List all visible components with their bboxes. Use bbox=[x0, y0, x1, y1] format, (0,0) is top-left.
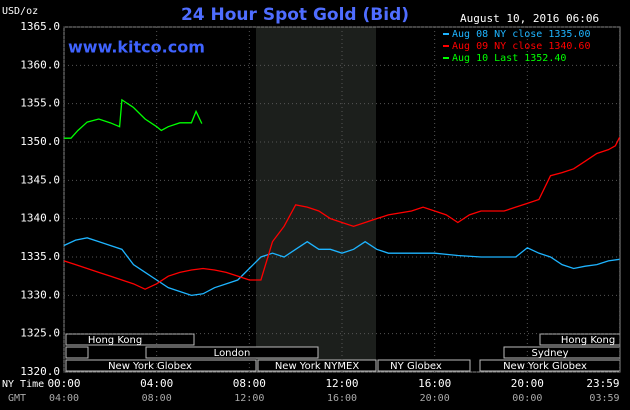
x2-tick-label: 00:00 bbox=[512, 393, 542, 404]
y-tick-label: 1335.0 bbox=[20, 250, 60, 263]
y-tick-label: 1320.0 bbox=[20, 365, 60, 378]
x2-tick-label: 04:00 bbox=[49, 393, 79, 404]
x-tick-label: 12:00 bbox=[325, 377, 358, 390]
series-line bbox=[64, 98, 203, 139]
watermark: www.kitco.com bbox=[68, 38, 205, 57]
session-box bbox=[65, 359, 257, 372]
session-label: New York Globex bbox=[503, 361, 587, 372]
x-tick-label: 04:00 bbox=[140, 377, 173, 390]
x2-tick-label: 20:00 bbox=[420, 393, 450, 404]
y-tick-label: 1330.0 bbox=[20, 288, 60, 301]
session-box bbox=[257, 359, 377, 372]
legend-label: Aug 10 Last 1352.40 bbox=[452, 53, 566, 64]
session-box bbox=[377, 359, 471, 372]
timestamp: August 10, 2016 06:06 bbox=[460, 12, 599, 25]
x2-label: GMT bbox=[8, 393, 26, 404]
x-label: NY Time bbox=[2, 379, 44, 390]
x2-tick-label: 16:00 bbox=[327, 393, 357, 404]
y-label: USD/oz bbox=[2, 6, 38, 17]
nymex-shade bbox=[256, 27, 376, 372]
y-tick-label: 1325.0 bbox=[20, 327, 60, 340]
x-tick-label: 00:00 bbox=[47, 377, 80, 390]
chart-title: 24 Hour Spot Gold (Bid) bbox=[181, 5, 409, 25]
y-tick-label: 1350.0 bbox=[20, 135, 60, 148]
y-tick-label: 1360.0 bbox=[20, 58, 60, 71]
x2-tick-label: 03:59 bbox=[589, 393, 619, 404]
x-tick-label: 23:59 bbox=[586, 377, 619, 390]
y-tick-label: 1365.0 bbox=[20, 20, 60, 33]
x-tick-label: 08:00 bbox=[233, 377, 266, 390]
session-label: Hong Kong bbox=[88, 335, 142, 346]
y-tick-label: 1340.0 bbox=[20, 212, 60, 225]
series-line bbox=[63, 237, 620, 296]
session-label: New York Globex bbox=[108, 361, 192, 372]
y-tick-label: 1345.0 bbox=[20, 173, 60, 186]
series-line bbox=[63, 137, 621, 290]
legend-label: Aug 09 NY close 1340.60 bbox=[452, 41, 590, 52]
legend-label: Aug 08 NY close 1335.00 bbox=[452, 29, 590, 40]
session-label: Hong Kong bbox=[561, 335, 615, 346]
session-box bbox=[145, 346, 319, 359]
session-label: London bbox=[214, 348, 251, 359]
x2-tick-label: 12:00 bbox=[234, 393, 264, 404]
session-label: Sydney bbox=[531, 348, 568, 359]
x-tick-label: 20:00 bbox=[511, 377, 544, 390]
session-box bbox=[65, 346, 89, 359]
x-tick-label: 16:00 bbox=[418, 377, 451, 390]
session-label: NY Globex bbox=[390, 361, 442, 372]
session-label: New York NYMEX bbox=[275, 361, 360, 372]
y-tick-label: 1355.0 bbox=[20, 97, 60, 110]
x2-tick-label: 08:00 bbox=[142, 393, 172, 404]
session-box bbox=[65, 333, 195, 346]
